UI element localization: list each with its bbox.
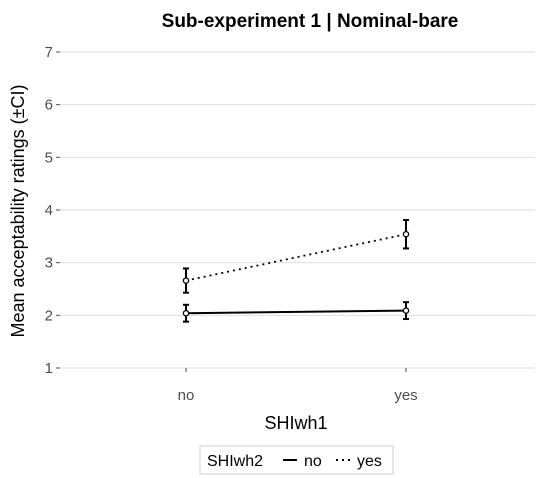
y-tick-label: 3 (45, 255, 53, 272)
series-no (182, 301, 410, 323)
series-yes (182, 219, 410, 294)
legend-label-no: no (304, 453, 322, 470)
data-point (182, 277, 190, 284)
x-tick-label: yes (394, 387, 417, 404)
data-point (182, 309, 190, 317)
grid (60, 51, 535, 369)
data-point (402, 230, 410, 238)
data-point (402, 307, 410, 314)
legend-label-yes: yes (357, 453, 382, 470)
chart-title: Sub-experiment 1 | Nominal-bare (162, 11, 459, 32)
y-tick-label: 1 (45, 360, 53, 377)
y-axis-ticks: 1 2 3 4 5 6 7 (45, 44, 60, 377)
x-axis-title: SHIwh1 (264, 413, 327, 433)
series-line-yes (185, 233, 407, 282)
y-axis-title: Mean acceptability ratings (±CI) (8, 85, 28, 338)
y-tick-label: 7 (45, 44, 53, 61)
plot-series (182, 219, 410, 323)
y-tick-label: 6 (45, 97, 53, 114)
legend-title: SHIwh2 (207, 453, 263, 470)
y-tick-label: 4 (45, 202, 53, 219)
y-tick-label: 5 (45, 149, 53, 166)
series-line-no (185, 309, 407, 315)
x-axis-ticks: no yes (178, 368, 418, 404)
x-tick-label: no (178, 387, 195, 404)
legend: SHIwh2 no yes (199, 445, 394, 475)
y-tick-label: 2 (45, 307, 53, 324)
